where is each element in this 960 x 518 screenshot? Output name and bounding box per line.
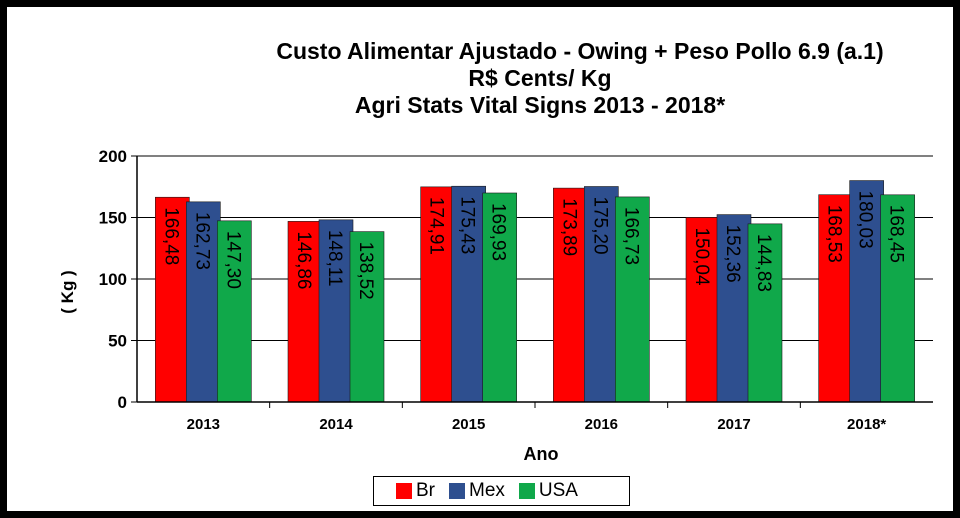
y-tick-label: 50 (108, 332, 127, 351)
legend-swatch-mex (449, 483, 465, 499)
data-label: 166,73 (620, 207, 641, 265)
data-label: 146,86 (293, 231, 314, 289)
data-label: 175,43 (457, 196, 478, 254)
legend-swatch-usa (518, 483, 535, 499)
data-label: 168,45 (886, 205, 907, 263)
data-label: 150,04 (691, 227, 712, 286)
x-axis-label: Ano (524, 444, 559, 464)
y-tick-label: 150 (99, 209, 127, 228)
legend-item-mex: Mex (449, 480, 505, 502)
bar-br (685, 217, 721, 403)
x-tick-label: 2013 (187, 416, 220, 433)
data-label: 174,91 (426, 197, 447, 255)
data-label: 166,48 (160, 207, 181, 265)
chart-title-line-1: Custo Alimentar Ajustado - Owing + Peso … (276, 38, 884, 64)
data-label: 148,11 (324, 230, 345, 287)
data-label: 168,53 (824, 205, 845, 263)
data-label: 144,83 (753, 234, 774, 292)
y-tick-label: 200 (99, 147, 127, 166)
axes: 0 50 100 150 200 2013 2014 2015 2016 2017 2018* (99, 147, 933, 433)
legend-item-usa: USA (518, 480, 578, 502)
legend-label-br: Br (416, 480, 435, 501)
x-tick-label: 2017 (717, 416, 750, 433)
x-tick-label: 2014 (319, 416, 353, 433)
chart-title-line-2: R$ Cents/ Kg (468, 65, 612, 91)
data-label: 175,20 (589, 197, 610, 255)
x-tick-label: 2015 (452, 416, 485, 433)
bar-groups: 166,48 162,73 147,30 146,86 148,11 138,52 174,… (155, 180, 915, 403)
y-axis-label: ( Kg ) (58, 270, 77, 313)
legend-label-usa: USA (538, 480, 578, 501)
legend: Br Mex USA (373, 476, 630, 506)
bar-br (155, 196, 190, 403)
bar-br (287, 221, 323, 403)
data-label: 180,03 (855, 191, 876, 249)
data-label: 162,73 (191, 212, 212, 270)
bar-usa (349, 231, 385, 403)
bar-mex (584, 186, 619, 403)
chart-title-line-3: Agri Stats Vital Signs 2013 - 2018* (354, 92, 726, 118)
gridlines (137, 155, 933, 341)
chart-title-block: Custo Alimentar Ajustado - Owing + Peso … (150, 38, 930, 119)
x-tick-label: 2016 (585, 416, 618, 433)
bar-br (818, 194, 853, 403)
data-label: 173,89 (558, 198, 579, 256)
legend-swatch-br (396, 483, 412, 499)
bar-usa (880, 194, 915, 403)
legend-label-mex: Mex (469, 480, 505, 501)
data-label: 169,93 (488, 203, 509, 261)
data-label: 152,36 (722, 225, 743, 283)
bar-usa (482, 192, 517, 403)
x-tick-label: 2018* (847, 416, 886, 433)
legend-item-br: Br (396, 480, 435, 502)
y-tick-label: 100 (99, 270, 127, 289)
y-tick-label: 0 (118, 393, 127, 412)
data-label: 147,30 (222, 231, 243, 289)
bar-mex (716, 214, 752, 403)
bar-mex (186, 201, 221, 403)
bar-mex (451, 185, 486, 403)
bar-br (553, 187, 588, 403)
bar-usa (615, 196, 650, 403)
bar-mex (849, 180, 884, 403)
bar-usa (747, 223, 783, 403)
data-label: 138,52 (355, 242, 376, 300)
